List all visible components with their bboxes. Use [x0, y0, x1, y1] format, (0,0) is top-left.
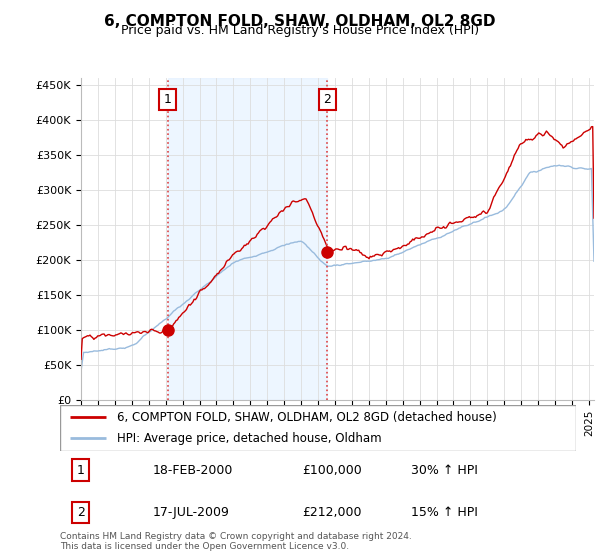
Text: 18-FEB-2000: 18-FEB-2000	[153, 464, 233, 477]
Text: 2: 2	[323, 93, 331, 106]
Bar	[167, 78, 328, 400]
Text: 2: 2	[77, 506, 85, 519]
Text: 17-JUL-2009: 17-JUL-2009	[153, 506, 230, 519]
Text: Price paid vs. HM Land Registry's House Price Index (HPI): Price paid vs. HM Land Registry's House …	[121, 24, 479, 37]
Text: 6, COMPTON FOLD, SHAW, OLDHAM, OL2 8GD (detached house): 6, COMPTON FOLD, SHAW, OLDHAM, OL2 8GD (…	[117, 411, 497, 424]
Text: 15% ↑ HPI: 15% ↑ HPI	[411, 506, 478, 519]
Text: £100,000: £100,000	[302, 464, 362, 477]
Text: £212,000: £212,000	[302, 506, 362, 519]
Text: HPI: Average price, detached house, Oldham: HPI: Average price, detached house, Oldh…	[117, 432, 382, 445]
Text: 6, COMPTON FOLD, SHAW, OLDHAM, OL2 8GD: 6, COMPTON FOLD, SHAW, OLDHAM, OL2 8GD	[104, 14, 496, 29]
Text: 30% ↑ HPI: 30% ↑ HPI	[411, 464, 478, 477]
Text: 1: 1	[164, 93, 172, 106]
Text: Contains HM Land Registry data © Crown copyright and database right 2024.
This d: Contains HM Land Registry data © Crown c…	[60, 532, 412, 552]
Text: 1: 1	[77, 464, 85, 477]
